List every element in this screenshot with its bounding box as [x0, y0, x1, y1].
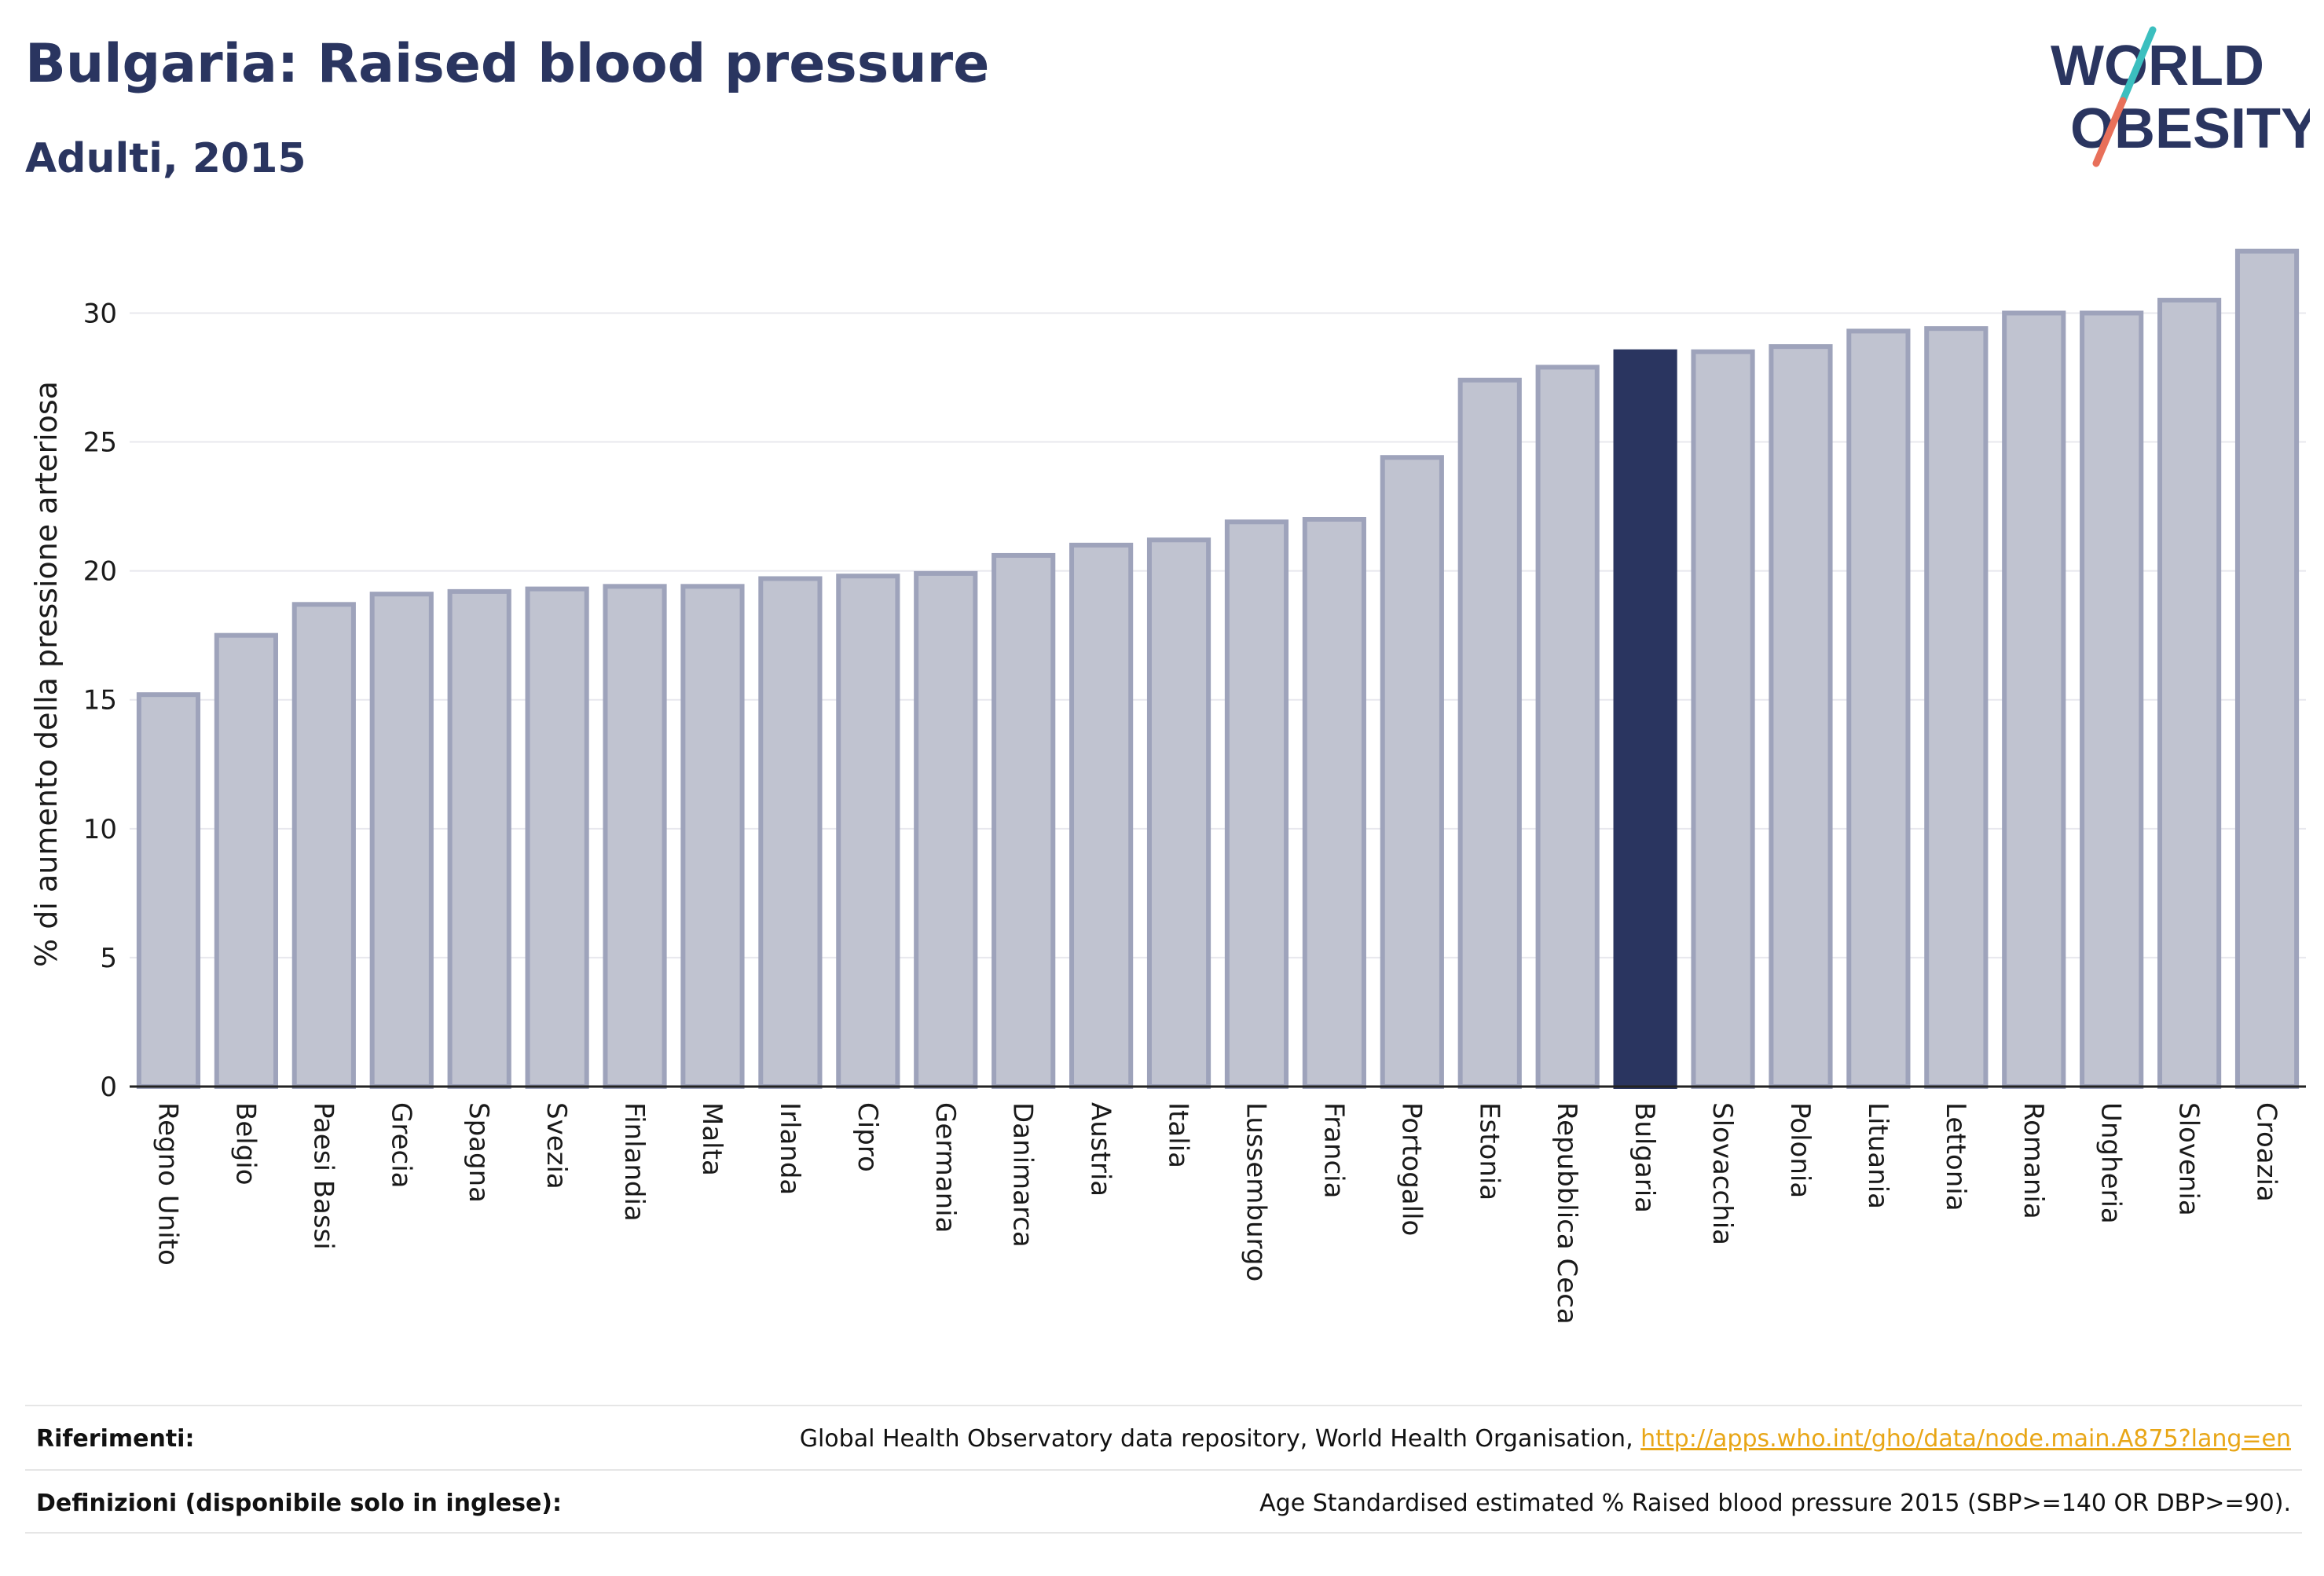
x-tick-label: Lussemburgo: [1240, 1102, 1271, 1281]
bar-austria: [1069, 542, 1134, 1089]
y-axis-label: % di aumento della pressione arteriosa: [29, 381, 64, 967]
footer-references-row: Riferimenti: Global Health Observatory d…: [25, 1405, 2302, 1469]
bar-finlandia: [603, 584, 667, 1089]
x-tick-label: Polonia: [1784, 1102, 1816, 1198]
x-tick-label: Spagna: [463, 1102, 494, 1203]
logo-line1: WORLD: [2051, 35, 2264, 97]
x-tick-label: Francia: [1318, 1102, 1349, 1198]
y-tick-label: 30: [83, 298, 117, 329]
x-tick-label: Belgio: [229, 1102, 261, 1186]
footer: Riferimenti: Global Health Observatory d…: [25, 1405, 2302, 1534]
x-tick-label: Italia: [1163, 1102, 1194, 1168]
footer-definitions-row: Definizioni (disponibile solo in inglese…: [25, 1469, 2302, 1534]
x-tick-label: Repubblica Ceca: [1551, 1102, 1582, 1325]
bar-cipro: [836, 574, 900, 1089]
x-tick-label: Malta: [696, 1102, 728, 1176]
y-axis-ticks: 0 5 10 15 20 25 30: [83, 298, 117, 1103]
definitions-label: Definizioni (disponibile solo in inglese…: [36, 1490, 562, 1517]
chart-title: Bulgaria: Raised blood pressure: [25, 33, 990, 95]
logo-slash-top: [2119, 26, 2157, 104]
world-obesity-logo: WORLD OBESITY: [2051, 26, 2310, 167]
y-tick-label: 20: [83, 556, 117, 588]
y-tick-label: 25: [83, 427, 117, 459]
bar-grecia: [369, 592, 434, 1089]
bar-svezia: [525, 586, 589, 1089]
x-tick-label: Paesi Bassi: [307, 1102, 339, 1250]
x-tick-label: Danimarca: [1007, 1102, 1039, 1248]
x-tick-label: Svezia: [541, 1102, 572, 1189]
references-value: Global Health Observatory data repositor…: [800, 1425, 2291, 1453]
x-tick-label: Germania: [929, 1102, 961, 1233]
x-tick-label: Irlanda: [774, 1102, 805, 1195]
y-tick-label: 5: [100, 943, 117, 974]
bar-italia: [1146, 537, 1211, 1089]
bar-slovenia: [2157, 298, 2222, 1089]
x-tick-label: Slovenia: [2173, 1102, 2205, 1216]
bar-spagna: [447, 588, 511, 1089]
bar-polonia: [1769, 344, 1833, 1090]
bar-regno-unito: [136, 692, 201, 1089]
bar-chart: 0 5 10 15 20 25 30 Regno Unito Belgio Paesi Bass…: [29, 248, 2306, 1325]
bar-belgio: [214, 632, 278, 1089]
bar-slovacchia: [1691, 349, 1755, 1089]
bar-lettonia: [1924, 326, 1989, 1089]
bar-repubblica-ceca: [1535, 365, 1600, 1089]
x-tick-label: Croazia: [2251, 1102, 2282, 1202]
definitions-text: Age Standardised estimated % Raised bloo…: [1259, 1490, 2291, 1517]
x-tick-label: Regno Unito: [152, 1102, 183, 1266]
x-tick-label: Estonia: [1473, 1102, 1505, 1200]
x-tick-label: Finlandia: [618, 1102, 650, 1222]
x-tick-label: Romania: [2018, 1102, 2049, 1219]
x-tick-label: Grecia: [385, 1102, 416, 1188]
x-tick-label: Cipro: [852, 1102, 883, 1172]
bar-romania: [2002, 310, 2066, 1090]
bar-danimarca: [992, 552, 1056, 1089]
bar-lussemburgo: [1224, 519, 1289, 1089]
y-tick-label: 15: [83, 685, 117, 717]
bar-portogallo: [1380, 455, 1444, 1089]
bars: [136, 248, 2300, 1090]
bar-croazia: [2234, 248, 2300, 1089]
x-tick-label: Portogallo: [1395, 1102, 1427, 1236]
bar-estonia: [1457, 377, 1522, 1090]
x-tick-label: Slovacchia: [1706, 1102, 1738, 1245]
bar-lituania: [1846, 328, 1911, 1090]
bar-germania: [914, 570, 978, 1089]
x-tick-label: Ungheria: [2095, 1102, 2127, 1224]
references-link[interactable]: http://apps.who.int/gho/data/node.main.A…: [1640, 1425, 2291, 1453]
bar-paesi-bassi: [291, 602, 356, 1089]
references-label: Riferimenti:: [36, 1425, 195, 1453]
y-tick-label: 0: [100, 1072, 117, 1103]
chart-subtitle: Adulti, 2015: [25, 135, 306, 182]
x-tick-label: Lituania: [1862, 1102, 1893, 1209]
x-axis-labels: Regno Unito Belgio Paesi Bassi Grecia Spagna…: [152, 1102, 2282, 1325]
x-tick-label: Austria: [1085, 1102, 1116, 1197]
bar-francia: [1302, 517, 1366, 1089]
bar-irlanda: [758, 576, 823, 1089]
logo-slash-bottom: [2092, 97, 2127, 167]
x-tick-label: Lettonia: [1940, 1102, 1971, 1211]
references-text: Global Health Observatory data repositor…: [799, 1425, 1641, 1453]
bar-bulgaria: [1613, 349, 1677, 1089]
bar-ungheria: [2080, 310, 2144, 1090]
x-tick-label: Bulgaria: [1629, 1102, 1660, 1213]
y-tick-label: 10: [83, 814, 117, 845]
bar-malta: [680, 584, 745, 1089]
